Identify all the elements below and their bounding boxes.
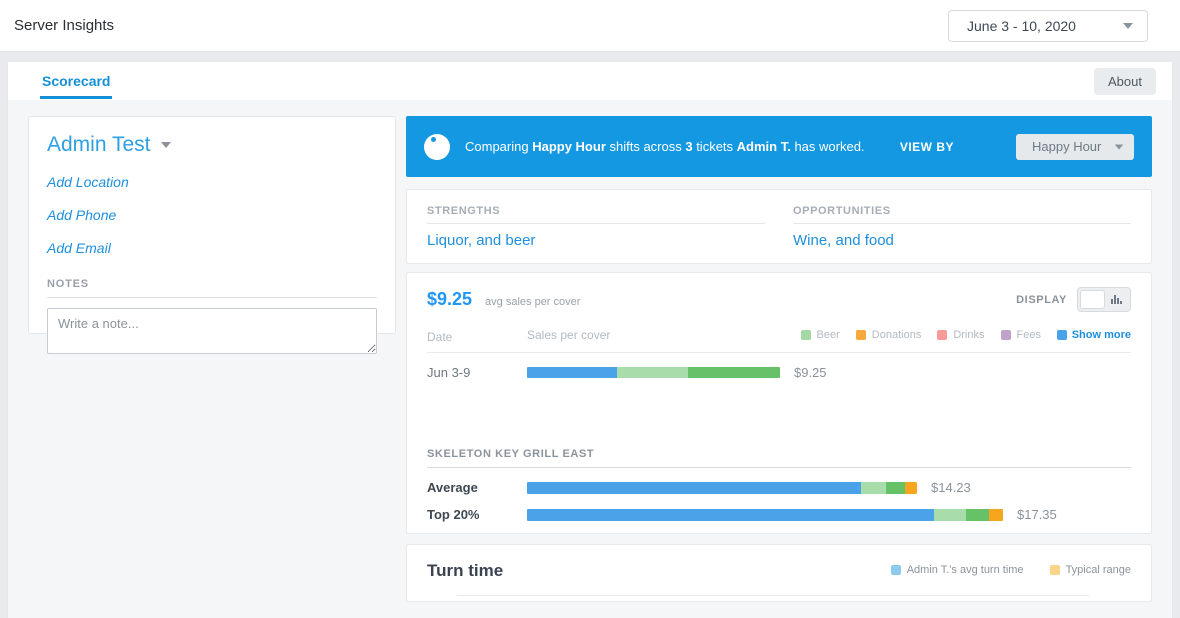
add-phone-link[interactable]: Add Phone [47, 207, 117, 223]
legend-swatch-icon [855, 330, 866, 340]
chevron-down-icon [1114, 143, 1124, 150]
profile-links: Add Location Add Phone Add Email [47, 174, 377, 256]
sales-table-header: Date Sales per cover Beer Donations Drinks… [427, 326, 1131, 353]
comparison-banner: Comparing Happy Hour shifts across 3 tic… [406, 116, 1152, 177]
shift-name: Happy Hour [532, 139, 606, 154]
bar-segment-green [966, 508, 989, 521]
legend-swatch-icon [1000, 330, 1011, 340]
tab-bar: Scorecard About [8, 62, 1172, 100]
stacked-bar [527, 367, 780, 378]
sales-per-cover-card: $9.25 avg sales per cover DISPLAY Date S… [406, 272, 1152, 534]
bar-row-label: Top 20% [427, 507, 480, 522]
legend-swatch-icon [1056, 330, 1067, 340]
add-email-link[interactable]: Add Email [47, 240, 111, 256]
turn-time-title: Turn time [427, 561, 504, 580]
display-label: DISPLAY [1016, 293, 1067, 306]
turn-time-card: Turn time Admin T.'s avg turn time Typica… [406, 544, 1152, 602]
bar-value-label: $14.23 [931, 480, 971, 495]
profile-card: Admin Test Add Location Add Phone Add Emai… [28, 116, 396, 354]
main-card: Scorecard About Admin Test Add Location A… [8, 62, 1172, 618]
turn-time-legend: Admin T.'s avg turn time Typical range [890, 564, 1131, 576]
chevron-down-icon [160, 142, 171, 148]
legend-item: Admin T.'s avg turn time [890, 564, 1024, 576]
legend-item: Beer [800, 329, 840, 341]
banner-text: Comparing Happy Hour shifts across 3 tic… [465, 139, 865, 154]
legend-swatch-icon [800, 330, 811, 340]
date-range-select[interactable]: June 3 - 10, 2020 [948, 9, 1148, 42]
avg-sales-value: $9.25 [427, 289, 473, 309]
ticket-count: 3 [685, 139, 693, 154]
table-view-toggle[interactable] [1080, 290, 1105, 309]
profile-name-dropdown[interactable]: Admin Test [47, 133, 377, 157]
bar-value-label: $9.25 [794, 365, 827, 380]
server-avatar-icon [424, 133, 450, 160]
profile-name: Admin Test [47, 133, 151, 156]
bar-row-label: Average [427, 480, 478, 495]
chart-spacer [427, 380, 1131, 448]
turn-time-plot-edge [457, 595, 1089, 596]
avg-sales-label: avg sales per cover [485, 295, 581, 308]
server-name: Admin T. [736, 139, 791, 154]
view-by-label: VIEW BY [899, 139, 954, 154]
bar-chart-view-icon[interactable] [1105, 290, 1128, 309]
about-button[interactable]: About [1094, 67, 1156, 95]
date-range-value: June 3 - 10, 2020 [967, 17, 1076, 34]
legend-swatch-icon [1049, 565, 1060, 575]
opportunities-label: OPPORTUNITIES [793, 205, 1131, 224]
sales-legend: BeerDonationsDrinksFeesF [800, 329, 1080, 341]
bar-segment-light-green [861, 481, 886, 494]
show-more-link[interactable]: Show more [1071, 329, 1131, 341]
opportunities-value[interactable]: Wine, and food [793, 232, 894, 249]
sales-card-header: $9.25 avg sales per cover DISPLAY [427, 287, 1131, 312]
right-column: Comparing Happy Hour shifts across 3 tic… [406, 116, 1152, 602]
insights-card: STRENGTHS Liquor, and beer OPPORTUNITIES… [406, 189, 1152, 264]
legend-item: Fees [1000, 329, 1041, 341]
bar-segment-blue [527, 508, 934, 521]
date-column-header: Date [427, 330, 453, 344]
strengths-value[interactable]: Liquor, and beer [427, 232, 536, 249]
page-title: Server Insights [14, 17, 115, 34]
date-bar-rows: Jun 3-9 $9.25 [427, 365, 1131, 380]
bar-segment-green [886, 481, 905, 494]
location-label: SKELETON KEY GRILL EAST [427, 448, 1131, 468]
view-by-value: Happy Hour [1032, 139, 1102, 154]
display-toggle[interactable] [1077, 287, 1131, 312]
stacked-bar [527, 508, 1003, 521]
bar-row: Jun 3-9 $9.25 [427, 365, 1131, 380]
bar-segment-blue [527, 481, 861, 494]
top-header: Server Insights June 3 - 10, 2020 [0, 0, 1180, 52]
bar-segment-orange [989, 508, 1003, 521]
notes-label: NOTES [47, 278, 377, 298]
opportunities-column: OPPORTUNITIES Wine, and food [793, 205, 1131, 249]
strengths-label: STRENGTHS [427, 205, 765, 224]
stacked-bar [527, 481, 917, 494]
tab-scorecard[interactable]: Scorecard [40, 64, 113, 99]
note-input[interactable] [47, 308, 377, 354]
bar-segment-light-green [934, 508, 966, 521]
view-by-select[interactable]: Happy Hour [1016, 133, 1134, 160]
legend-item: Typical range [1049, 564, 1131, 576]
bar-segment-blue [527, 367, 617, 378]
content-area: Admin Test Add Location Add Phone Add Emai… [8, 100, 1172, 618]
turn-time-header: Turn time Admin T.'s avg turn time Typica… [427, 561, 1131, 581]
bar-row: Average $14.23 [427, 480, 1131, 495]
location-bar-rows: Average $14.23 Top 20% $17.35 [427, 480, 1131, 522]
bar-row-label: Jun 3-9 [427, 365, 471, 380]
bar-row: Top 20% $17.35 [427, 507, 1131, 522]
strengths-column: STRENGTHS Liquor, and beer [427, 205, 765, 249]
add-location-link[interactable]: Add Location [47, 174, 129, 190]
bar-segment-orange [905, 481, 917, 494]
legend-swatch-icon [890, 565, 901, 575]
legend-swatch-icon [937, 330, 948, 340]
chevron-down-icon [1123, 22, 1133, 29]
legend-item: Drinks [937, 329, 985, 341]
bar-value-label: $17.35 [1017, 507, 1057, 522]
sales-column-header: Sales per cover [527, 328, 611, 342]
bar-segment-green [688, 367, 780, 378]
legend-item: Donations [855, 329, 921, 341]
bar-segment-light-green [617, 367, 688, 378]
